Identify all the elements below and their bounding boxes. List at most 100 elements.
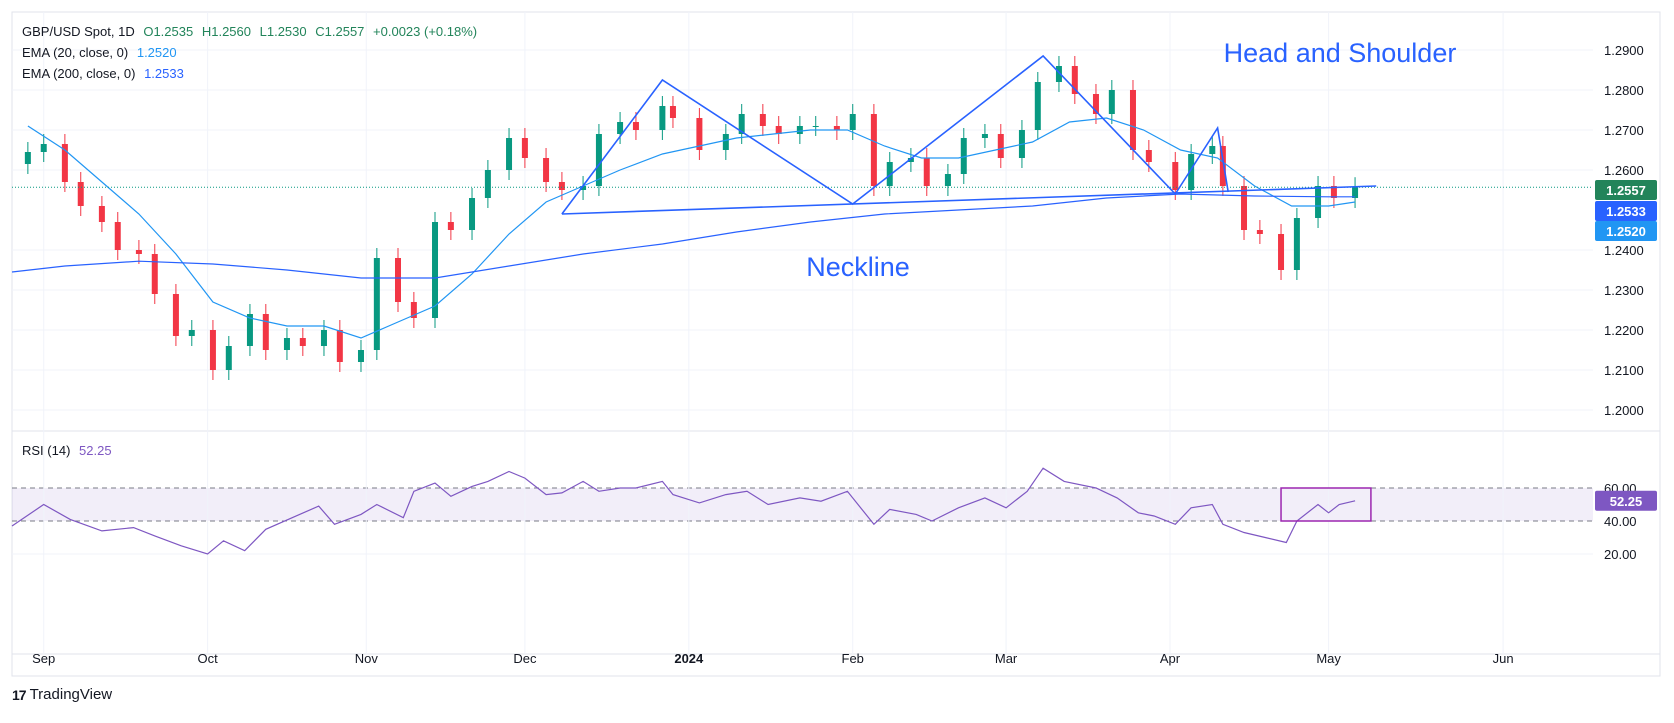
time-tick-label: Feb — [842, 651, 864, 666]
price-badge — [1595, 180, 1657, 200]
price-badge-label: 1.2533 — [1606, 204, 1646, 219]
candle-body — [849, 114, 856, 130]
candle-body — [812, 126, 819, 127]
pattern-title-annotation: Head and Shoulder — [1224, 38, 1457, 68]
candle-body — [1188, 154, 1195, 190]
candle-body — [558, 182, 565, 190]
footer-brand[interactable]: 17 TradingView — [12, 686, 112, 703]
candle-body — [469, 198, 476, 230]
ema20-label: EMA (20, close, 0) — [22, 45, 129, 60]
candle-body — [357, 350, 364, 362]
candle-body — [1108, 90, 1115, 114]
candle-body — [1219, 146, 1226, 186]
ema200-value: 1.2533 — [144, 66, 184, 81]
candle-body — [696, 118, 703, 150]
time-tick-label: Apr — [1160, 651, 1181, 666]
candle-body — [410, 302, 417, 318]
candle-body — [1241, 186, 1248, 230]
price-tick-label: 1.2700 — [1604, 123, 1644, 138]
time-tick-label: 2024 — [674, 651, 704, 666]
rsi-highlight-box — [1280, 487, 1372, 522]
candle-body — [775, 126, 782, 134]
rsi-label: RSI (14) — [22, 443, 71, 458]
symbol-label: GBP/USD Spot, 1D — [22, 24, 135, 39]
candle-body — [172, 294, 179, 336]
candle-body — [40, 144, 47, 152]
price-tick-label: 1.2800 — [1604, 83, 1644, 98]
candle-body — [738, 114, 745, 134]
candle-body — [669, 106, 676, 118]
price-badge — [1595, 221, 1657, 241]
candle-body — [77, 182, 84, 206]
candle-body — [336, 330, 343, 362]
neckline-annotation: Neckline — [806, 252, 910, 282]
candle-body — [262, 314, 269, 350]
price-tick-label: 1.2300 — [1604, 283, 1644, 298]
candle-body — [870, 114, 877, 186]
rsi-value: 52.25 — [79, 443, 112, 458]
candle-body — [299, 338, 306, 346]
price-tick-label: 1.2200 — [1604, 323, 1644, 338]
candle-body — [246, 314, 253, 346]
time-tick-label: Sep — [32, 651, 55, 666]
candle-body — [1256, 230, 1263, 234]
rsi-badge-label: 52.25 — [1610, 494, 1643, 509]
candle-body — [944, 174, 951, 186]
candle-body — [1352, 187, 1359, 198]
candle-body — [447, 222, 454, 230]
candle-body — [506, 138, 513, 170]
ema20-line — [27, 117, 1356, 339]
candle-body — [617, 122, 624, 134]
time-tick-label: Oct — [198, 651, 219, 666]
time-tick-label: Dec — [513, 651, 537, 666]
candle-body — [151, 254, 158, 294]
candle-body — [722, 134, 729, 150]
candle-body — [98, 206, 105, 222]
candle-body — [209, 330, 216, 370]
candle-body — [632, 122, 639, 130]
candle-body — [960, 138, 967, 174]
candle-body — [188, 330, 195, 336]
rsi-badge — [1595, 490, 1657, 511]
ema200-line — [11, 193, 1356, 279]
price-tick-label: 1.2900 — [1604, 43, 1644, 58]
candle-body — [61, 144, 68, 182]
open-value: O1.2535 — [143, 24, 194, 39]
candle-body — [1034, 82, 1041, 130]
candle-body — [1172, 162, 1179, 190]
candle-body — [135, 250, 142, 254]
candle-body — [1145, 150, 1152, 162]
candle-body — [1071, 66, 1078, 94]
tradingview-logo-icon: 17 — [12, 686, 27, 703]
price-tick-label: 1.2400 — [1604, 243, 1644, 258]
candle-body — [373, 258, 380, 350]
brand-label: TradingView — [29, 686, 113, 703]
price-badge-label: 1.2520 — [1606, 224, 1646, 239]
candle-body — [1092, 94, 1099, 114]
candle-body — [114, 222, 121, 250]
candle-body — [796, 126, 803, 134]
candle-body — [1330, 186, 1337, 198]
candle-body — [997, 134, 1004, 158]
candle-body — [759, 114, 766, 126]
rsi-legend: RSI (14) 52.25 — [22, 443, 117, 458]
candle-body — [1315, 186, 1322, 218]
candle-body — [659, 106, 666, 130]
candle-body — [225, 346, 232, 370]
ema20-legend: EMA (20, close, 0) 1.2520 — [22, 45, 182, 60]
candle-body — [24, 152, 31, 164]
ema200-label: EMA (200, close, 0) — [22, 66, 136, 81]
candle-body — [981, 134, 988, 138]
candle-body — [521, 138, 528, 158]
candle-body — [1129, 90, 1136, 150]
low-value: L1.2530 — [259, 24, 307, 39]
candle-body — [886, 162, 893, 186]
ema200-legend: EMA (200, close, 0) 1.2533 — [22, 66, 189, 81]
price-badge — [1595, 201, 1657, 221]
time-tick-label: Mar — [995, 651, 1018, 666]
close-value: C1.2557 — [315, 24, 365, 39]
rsi-line — [11, 467, 1356, 555]
candle-body — [320, 330, 327, 346]
